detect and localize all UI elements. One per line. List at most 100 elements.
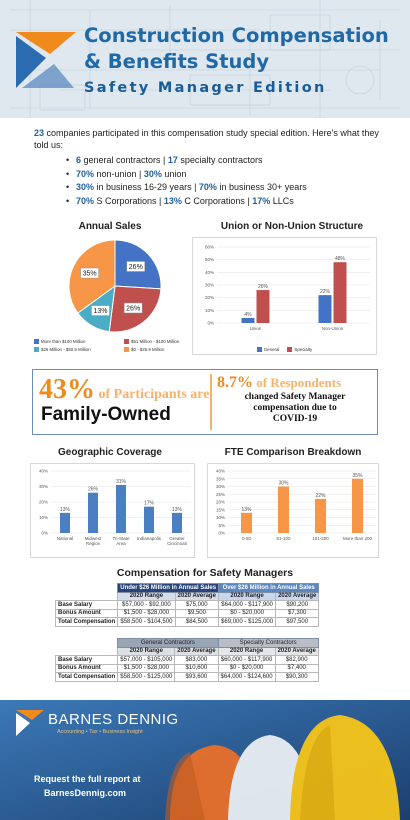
pie-label-box (91, 305, 110, 316)
table-row: Total Compensation $58,500 - $104,500 $84,… (54, 617, 320, 627)
bar-value-label: 13% (241, 507, 252, 513)
bar (352, 478, 363, 533)
x-tick-label: Cincinnati (167, 541, 187, 546)
y-tick-label: 40% (205, 270, 214, 275)
annual-sales-pie-chart: 26% 26% 13% 35% (68, 239, 162, 333)
stat-bullet: 30% in business 16-29 years | 70% in bus… (66, 181, 384, 195)
fte-bar-chart: 0% 5% 10% 15% 20% 25% 30% 35% 40% 13% 0-50 30% 51-10… (216, 469, 376, 541)
covid-percent: 8.7% (217, 374, 253, 391)
x-tick-label: Midwest (85, 536, 102, 541)
y-tick-label: 30% (205, 283, 214, 288)
title-line-3: Safety Manager Edition (84, 80, 327, 96)
legend-specialty: Specialty (287, 347, 312, 352)
pie-slice-label: 35% (83, 271, 97, 278)
x-tick-label: 101-200 (312, 536, 329, 541)
group-header-over-26m: Over $26 Million in Annual Sales (218, 583, 320, 593)
family-owned-caption: of Participants are (95, 387, 210, 402)
y-tick-label: 10% (216, 515, 225, 520)
union-title: Union or Non-Union Structure (220, 221, 364, 232)
comp-table-sales: Under $26 Million in Annual Sales Over $2… (54, 583, 320, 627)
y-tick-label: 60% (205, 245, 214, 250)
bar-value-label: 22% (320, 289, 331, 295)
title-line-1: Construction Compensation (84, 24, 389, 47)
y-tick-label: 50% (205, 257, 214, 262)
covid-caption: of Respondents (253, 375, 342, 390)
x-tick-label: Union (250, 326, 262, 331)
highlight-box: 43% of Participants are Family-Owned 8.7… (32, 369, 378, 435)
header-banner: Construction Compensation & Benefits Stu… (0, 0, 410, 118)
hard-hats-image (0, 700, 410, 820)
bar (144, 506, 154, 533)
y-tick-label: 20% (205, 295, 214, 300)
union-bar-chart: 0% 10% 20% 30% 40% 50% 60% 4% 26% Union 22% 48% Non-… (205, 245, 371, 331)
y-tick-label: 0% (218, 531, 225, 536)
stat-bullet: 70% non-union | 30% union (66, 168, 384, 182)
bar (315, 498, 326, 533)
x-tick-label: Indianapolis (137, 536, 162, 541)
y-tick-label: 20% (39, 500, 48, 505)
x-tick-label: Tri-State (112, 536, 130, 541)
bar-value-label: 30% (278, 481, 289, 487)
table-row: Base Salary $57,000 - $105,000 $83,000 $60,… (54, 655, 319, 665)
covid-stat: 8.7% of Respondents (217, 374, 341, 392)
table-row: Bonus Amount $1,500 - $28,000 $9,500 $0 - $… (54, 608, 320, 618)
bar (256, 290, 270, 323)
fte-title: FTE Comparison Breakdown (224, 447, 362, 458)
bar-value-label: 13% (60, 507, 71, 513)
group-header-general: General Contractors (117, 638, 219, 648)
bar-value-label: 31% (116, 479, 127, 485)
legend-item-26-50m: $26 Million - $50.9 Million (34, 347, 114, 352)
bar (333, 262, 347, 323)
bar-value-label: 22% (315, 493, 326, 499)
bar (318, 295, 332, 323)
request-text: Request the full report at (34, 774, 141, 784)
x-tick-label: Region (86, 541, 101, 546)
group-header-under-26m: Under $26 Million in Annual Sales (117, 583, 220, 593)
legend-general: General (256, 347, 279, 352)
intro-sentence: companies participated in this compensat… (34, 128, 379, 150)
covid-text: changed Safety Manager compensation due t… (244, 392, 346, 424)
bar (60, 512, 70, 533)
bar (241, 317, 255, 323)
x-tick-label: 0-50 (242, 536, 252, 541)
family-owned-stat: 43% of Participants are (39, 374, 209, 406)
y-tick-label: 15% (216, 507, 225, 512)
legend-item-over-100m: More than $100 Million (34, 339, 114, 344)
group-header-specialty: Specialty Contractors (217, 638, 319, 648)
divider (210, 374, 212, 430)
y-tick-label: 25% (216, 492, 225, 497)
legend-item-51-100m: $51 Million - $100 Million (124, 339, 179, 344)
intro-text: 23 companies participated in this compen… (34, 127, 384, 151)
family-owned-label: Family-Owned (41, 404, 171, 425)
y-tick-label: 10% (205, 308, 214, 313)
union-chart-panel: 0% 10% 20% 30% 40% 50% 60% 4% 26% Union 22% 48% Non-… (192, 237, 377, 355)
geo-title: Geographic Coverage (58, 447, 162, 458)
bar-value-label: 4% (244, 312, 252, 318)
brand-name: BARNES DENNIG (48, 711, 179, 728)
geo-chart-panel: 0% 10% 20% 30% 40% 13% National 26% Midwest Regio… (30, 463, 195, 558)
brand-logo-icon (16, 710, 44, 736)
y-tick-label: 40% (39, 469, 48, 474)
bar (241, 512, 252, 533)
y-tick-label: 35% (216, 476, 225, 481)
x-tick-label: Non-Union (322, 326, 344, 331)
y-tick-label: 40% (216, 469, 225, 474)
legend-item-0-25m: $0 - $25.9 Million (124, 347, 164, 352)
bar (116, 484, 126, 533)
logo-mark-icon (16, 32, 76, 88)
x-tick-label: Area (116, 541, 126, 546)
pie-slice-label: 26% (126, 305, 140, 312)
bar (88, 492, 98, 533)
pie-label-box (80, 267, 99, 279)
fte-chart-panel: 0% 5% 10% 15% 20% 25% 30% 35% 40% 13% 0-50 30% 51-10… (207, 463, 379, 558)
intro-section: 23 companies participated in this compen… (34, 127, 384, 208)
pie-slice-label: 13% (93, 308, 107, 315)
comp-title: Compensation for Safety Managers (116, 567, 294, 579)
x-tick-label: More than 200 (343, 536, 373, 541)
y-tick-label: 0% (207, 321, 214, 326)
bar-value-label: 26% (258, 284, 269, 290)
bar-value-label: 35% (352, 473, 363, 479)
annual-sales-title: Annual Sales (78, 221, 142, 232)
y-tick-label: 0% (41, 531, 48, 536)
report-link[interactable]: BarnesDennig.com (44, 788, 127, 798)
